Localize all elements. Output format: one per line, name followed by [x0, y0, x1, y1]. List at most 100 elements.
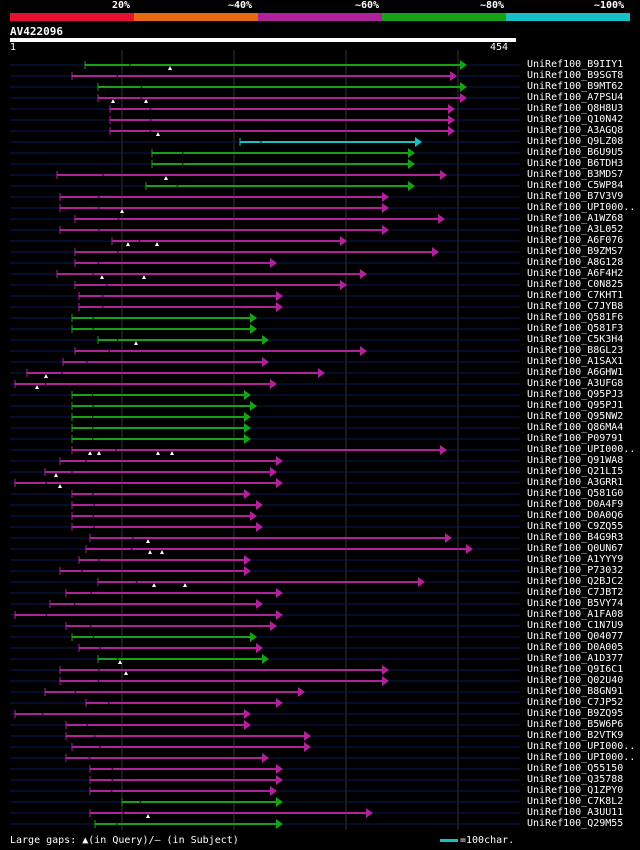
hit-divider — [45, 614, 48, 616]
hit-label[interactable]: UniRef100_C7JYB8 — [527, 301, 624, 312]
identity-legend-label: 20% — [112, 0, 131, 11]
hit-divider — [97, 680, 100, 682]
hit-label[interactable]: UniRef100_Q581G0 — [527, 488, 624, 499]
scale-legend-text: =100char. — [460, 835, 515, 846]
hit-label[interactable]: UniRef100_P73032 — [527, 565, 624, 576]
hit-label[interactable]: UniRef100_B6U9U5 — [527, 147, 624, 158]
hit-arrow — [408, 181, 415, 191]
hit-label[interactable]: UniRef100_A3UFG8 — [527, 378, 624, 389]
hit-label[interactable]: UniRef100_B9ZMS7 — [527, 246, 624, 257]
hit-label[interactable]: UniRef100_B5W6P6 — [527, 719, 624, 730]
hit-arrow — [276, 456, 283, 466]
hit-label[interactable]: UniRef100_Q581F6 — [527, 312, 624, 323]
gap-marker — [168, 66, 172, 70]
hit-label[interactable]: UniRef100_B9SGT8 — [527, 70, 624, 81]
hit-label[interactable]: UniRef100_Q21LI5 — [527, 466, 624, 477]
hit-label[interactable]: UniRef100_Q0UN67 — [527, 543, 624, 554]
gap-marker — [183, 583, 187, 587]
hit-divider — [85, 460, 87, 462]
hit-arrow — [418, 577, 425, 587]
hit-label[interactable]: UniRef100_B7V3V9 — [527, 191, 624, 202]
hit-label[interactable]: UniRef100_A3UU11 — [527, 807, 624, 818]
hit-label[interactable]: UniRef100_Q581F3 — [527, 323, 624, 334]
hit-divider — [74, 691, 77, 693]
hit-label[interactable]: UniRef100_Q2BJC2 — [527, 576, 624, 587]
hit-label[interactable]: UniRef100_D0A0Q6 — [527, 510, 624, 521]
hit-label[interactable]: UniRef100_B5VY74 — [527, 598, 624, 609]
hit-label[interactable]: UniRef100_UPI000.. — [527, 741, 636, 752]
hit-divider — [108, 702, 110, 704]
hit-arrow — [450, 71, 457, 81]
hit-label[interactable]: UniRef100_A3GRR1 — [527, 477, 624, 488]
hit-label[interactable]: UniRef100_Q91WA8 — [527, 455, 624, 466]
hit-label[interactable]: UniRef100_C5K3H4 — [527, 334, 624, 345]
hit-label[interactable]: UniRef100_A6F4H2 — [527, 268, 624, 279]
identity-legend-label: ~100% — [594, 0, 625, 11]
hit-arrow — [304, 731, 311, 741]
hit-arrow — [276, 478, 283, 488]
hit-divider — [92, 636, 95, 638]
hit-label[interactable]: UniRef100_A6GHW1 — [527, 367, 624, 378]
hit-label[interactable]: UniRef100_A1D377 — [527, 653, 624, 664]
hit-divider — [92, 405, 95, 407]
hit-arrow — [448, 115, 455, 125]
hit-label[interactable]: UniRef100_A1WZ68 — [527, 213, 624, 224]
hit-label[interactable]: UniRef100_Q95PJ1 — [527, 400, 624, 411]
hit-arrow — [262, 357, 269, 367]
hit-label[interactable]: UniRef100_Q55150 — [527, 763, 624, 774]
hit-label[interactable]: UniRef100_Q95NW2 — [527, 411, 624, 422]
hit-label[interactable]: UniRef100_B3MDS7 — [527, 169, 624, 180]
hit-divider — [138, 240, 141, 242]
hit-label[interactable]: UniRef100_Q9I6C1 — [527, 664, 624, 675]
hit-label[interactable]: UniRef100_A1SAX1 — [527, 356, 624, 367]
identity-legend-segment — [258, 13, 382, 21]
hit-arrow — [250, 313, 257, 323]
hit-arrow — [270, 621, 277, 631]
hit-label[interactable]: UniRef100_C0N825 — [527, 279, 624, 290]
hit-label[interactable]: UniRef100_A7PSU4 — [527, 92, 624, 103]
hit-label[interactable]: UniRef100_A1FA08 — [527, 609, 624, 620]
hit-label[interactable]: UniRef100_Q9LZ08 — [527, 136, 624, 147]
hit-label[interactable]: UniRef100_A8G128 — [527, 257, 624, 268]
hit-arrow — [415, 137, 422, 147]
hit-label[interactable]: UniRef100_A3L052 — [527, 224, 624, 235]
hit-divider — [131, 537, 134, 539]
hit-divider — [92, 328, 95, 330]
hit-label[interactable]: UniRef100_B9ZQ95 — [527, 708, 624, 719]
hit-label[interactable]: UniRef100_C5WP84 — [527, 180, 624, 191]
hit-label[interactable]: UniRef100_Q29M55 — [527, 818, 624, 829]
hit-label[interactable]: UniRef100_P09791 — [527, 433, 624, 444]
hit-label[interactable]: UniRef100_Q10N42 — [527, 114, 624, 125]
hit-label[interactable]: UniRef100_B8GN91 — [527, 686, 624, 697]
hit-label[interactable]: UniRef100_D0A4F9 — [527, 499, 624, 510]
hit-arrow — [270, 379, 277, 389]
hit-label[interactable]: UniRef100_Q95PJ3 — [527, 389, 624, 400]
hit-label[interactable]: UniRef100_Q86MA4 — [527, 422, 624, 433]
hit-label[interactable]: UniRef100_C7JBT2 — [527, 587, 624, 598]
hit-label[interactable]: UniRef100_C9ZQ55 — [527, 521, 624, 532]
hit-label[interactable]: UniRef100_UPI000.. — [527, 444, 636, 455]
hit-label[interactable]: UniRef100_A3AGQ8 — [527, 125, 624, 136]
hit-label[interactable]: UniRef100_B9MT62 — [527, 81, 624, 92]
hit-label[interactable]: UniRef100_B4G9R3 — [527, 532, 624, 543]
hit-label[interactable]: UniRef100_B8GL23 — [527, 345, 624, 356]
hit-label[interactable]: UniRef100_Q04077 — [527, 631, 624, 642]
hit-label[interactable]: UniRef100_A1YYY9 — [527, 554, 624, 565]
hit-label[interactable]: UniRef100_C7JP52 — [527, 697, 624, 708]
hit-label[interactable]: UniRef100_C7KHT1 — [527, 290, 624, 301]
hit-label[interactable]: UniRef100_Q8H8U3 — [527, 103, 624, 114]
hit-label[interactable]: UniRef100_C1N7U9 — [527, 620, 624, 631]
hit-label[interactable]: UniRef100_Q35788 — [527, 774, 624, 785]
hit-divider — [99, 647, 102, 649]
hit-divider — [140, 86, 143, 88]
hit-label[interactable]: UniRef100_B9IIY1 — [527, 59, 624, 70]
hit-label[interactable]: UniRef100_B2VTK9 — [527, 730, 624, 741]
hit-label[interactable]: UniRef100_C7K8L2 — [527, 796, 624, 807]
hit-label[interactable]: UniRef100_UPI000.. — [527, 202, 636, 213]
hit-label[interactable]: UniRef100_UPI000.. — [527, 752, 636, 763]
hit-label[interactable]: UniRef100_B6TDH3 — [527, 158, 624, 169]
hit-label[interactable]: UniRef100_Q02U40 — [527, 675, 624, 686]
hit-label[interactable]: UniRef100_D0A005 — [527, 642, 624, 653]
hit-label[interactable]: UniRef100_A6F076 — [527, 235, 624, 246]
hit-label[interactable]: UniRef100_Q1ZPY0 — [527, 785, 624, 796]
